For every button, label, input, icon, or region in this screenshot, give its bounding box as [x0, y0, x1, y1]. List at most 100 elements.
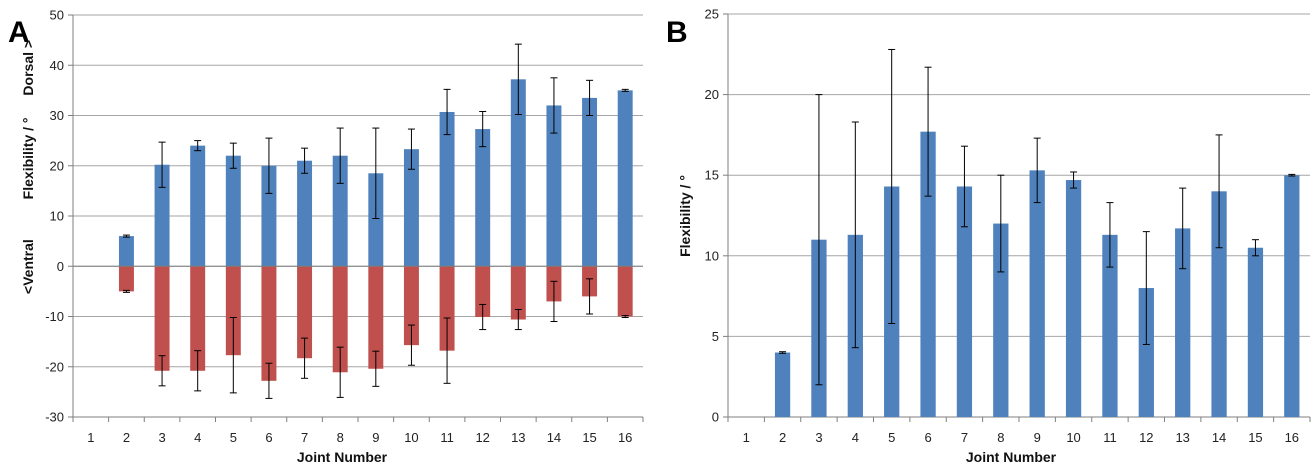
bar-a-s1-8 — [332, 155, 348, 267]
error-bar-b-s1-6 — [924, 66, 932, 197]
bar-a-s2-8 — [332, 266, 348, 373]
error-bar-b-s1-5 — [888, 48, 896, 325]
ytick-label-b-0: 0 — [712, 410, 719, 425]
ytick-label-b-4: 20 — [705, 87, 719, 102]
ylabel-b: Flexibility / ° — [677, 175, 693, 257]
xlabel-a: Joint Number — [297, 449, 388, 465]
ylabel-a: <Ventral Flexibility / ° Dorsal > — [20, 40, 36, 294]
xtick-label-a-10: 10 — [404, 430, 418, 445]
bar-a-s1-4 — [190, 145, 206, 267]
ylabel-a-low: <Ventral — [20, 239, 36, 294]
xtick-label-a-12: 12 — [475, 430, 489, 445]
bar-b-s1-9 — [1029, 170, 1045, 417]
xtick-label-a-9: 9 — [372, 430, 379, 445]
error-bar-a-s1-2 — [122, 234, 130, 238]
xtick-label-a-14: 14 — [547, 430, 561, 445]
xtick-label-b-2: 2 — [779, 430, 786, 445]
xtick-label-b-9: 9 — [1034, 430, 1041, 445]
error-bar-b-s1-12 — [1142, 231, 1150, 345]
error-bar-a-s1-12 — [479, 110, 487, 148]
xtick-label-a-3: 3 — [158, 430, 165, 445]
error-bar-a-s2-9 — [372, 350, 380, 387]
bar-b-s1-2 — [774, 352, 791, 417]
ylabel-a-high: Dorsal > — [20, 40, 36, 96]
ytick-label-a-6: 30 — [50, 108, 64, 123]
xtick-label-b-16: 16 — [1285, 430, 1299, 445]
ylabel-a-mid: Flexibility / ° — [20, 117, 36, 199]
xtick-label-a-8: 8 — [337, 430, 344, 445]
xtick-label-b-1: 1 — [743, 430, 750, 445]
xtick-label-b-15: 15 — [1248, 430, 1262, 445]
error-bar-b-s1-15 — [1251, 239, 1259, 257]
xtick-label-b-10: 10 — [1066, 430, 1080, 445]
xtick-label-b-11: 11 — [1103, 430, 1117, 445]
bar-b-s1-8 — [993, 223, 1009, 417]
bar-a-s1-16 — [617, 90, 633, 267]
bar-a-s2-12 — [475, 266, 491, 318]
error-bar-a-s2-13 — [514, 308, 522, 331]
bar-a-s1-7 — [297, 160, 313, 267]
ytick-label-b-5: 25 — [705, 7, 719, 22]
xtick-label-a-1: 1 — [87, 430, 94, 445]
xtick-label-b-12: 12 — [1139, 430, 1153, 445]
xtick-label-a-4: 4 — [194, 430, 201, 445]
xtick-label-b-7: 7 — [961, 430, 968, 445]
error-bar-a-s1-11 — [443, 88, 451, 136]
error-bar-a-s2-7 — [301, 337, 309, 379]
bar-b-s1-15 — [1247, 247, 1264, 417]
ytick-label-a-8: 50 — [50, 8, 64, 23]
bar-a-s1-6 — [261, 165, 277, 267]
xtick-label-a-5: 5 — [230, 430, 237, 445]
bar-b-s1-7 — [956, 186, 973, 417]
error-bar-a-s1-4 — [194, 140, 202, 152]
error-bar-a-s2-3 — [158, 355, 166, 387]
bar-a-s1-15 — [582, 97, 598, 267]
bar-a-s1-10 — [403, 149, 419, 267]
bar-a-s2-5 — [225, 266, 241, 356]
ytick-label-a-2: -10 — [45, 309, 64, 324]
xtick-label-a-6: 6 — [265, 430, 272, 445]
ytick-label-a-5: 20 — [50, 158, 64, 173]
bar-b-s1-12 — [1138, 288, 1154, 417]
xtick-label-b-4: 4 — [852, 430, 859, 445]
bar-a-s1-11 — [439, 111, 455, 267]
xtick-label-b-14: 14 — [1212, 430, 1226, 445]
bar-b-s1-11 — [1102, 234, 1118, 417]
xtick-label-a-7: 7 — [301, 430, 308, 445]
xtick-label-a-15: 15 — [582, 430, 596, 445]
error-bar-b-s1-10 — [1070, 171, 1078, 189]
xtick-label-b-6: 6 — [924, 430, 931, 445]
error-bar-a-s2-10 — [407, 324, 415, 366]
error-bar-a-s1-9 — [372, 127, 380, 220]
bar-b-s1-14 — [1211, 191, 1227, 417]
error-bar-b-s1-8 — [997, 174, 1005, 273]
error-bar-a-s2-4 — [194, 350, 202, 392]
xtick-label-a-16: 16 — [618, 430, 632, 445]
bar-a-s2-9 — [368, 266, 384, 369]
error-bar-b-s1-2 — [779, 351, 787, 354]
error-bar-a-s1-6 — [265, 137, 273, 194]
ytick-label-b-2: 10 — [705, 248, 719, 263]
ytick-label-a-0: -30 — [45, 410, 64, 425]
bar-a-s1-9 — [368, 173, 384, 267]
bar-a-s1-2 — [118, 236, 134, 267]
error-bar-a-s1-10 — [407, 128, 415, 170]
bar-b-s1-13 — [1175, 228, 1191, 417]
error-bar-a-s1-15 — [586, 79, 594, 116]
xtick-label-a-2: 2 — [123, 430, 130, 445]
error-bar-a-s1-16 — [621, 88, 629, 92]
error-bar-a-s2-12 — [479, 303, 487, 331]
error-bar-a-s1-8 — [336, 127, 344, 184]
error-bar-a-s2-16 — [621, 314, 629, 319]
error-bar-b-s1-13 — [1179, 187, 1187, 270]
error-bar-b-s1-7 — [960, 145, 968, 228]
error-bar-a-s2-8 — [336, 346, 344, 398]
bar-a-s1-13 — [510, 79, 526, 267]
error-bar-a-s2-6 — [265, 362, 273, 399]
bar-a-s2-16 — [617, 266, 633, 317]
bar-a-s1-3 — [154, 164, 170, 267]
xtick-label-a-11: 11 — [440, 430, 454, 445]
